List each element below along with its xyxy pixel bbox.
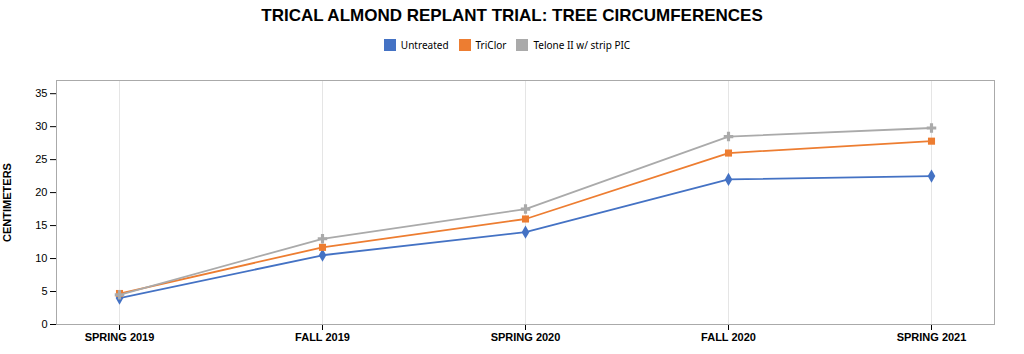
svg-text:20: 20: [35, 186, 47, 198]
svg-text:0: 0: [41, 318, 47, 330]
svg-text:15: 15: [35, 219, 47, 231]
svg-text:25: 25: [35, 153, 47, 165]
svg-text:SPRING 2020: SPRING 2020: [491, 331, 561, 343]
html-text:Untreated: Untreated: [400, 37, 449, 52]
svg-text:SPRING 2019: SPRING 2019: [85, 331, 155, 343]
svg-text:FALL 2019: FALL 2019: [295, 331, 350, 343]
svg-text:30: 30: [35, 120, 47, 132]
svg-text:5: 5: [41, 285, 47, 297]
html-text:Telone II w/ strip PIC: Telone II w/ strip PIC: [533, 37, 631, 52]
svg-text:CENTIMETERS: CENTIMETERS: [1, 163, 13, 242]
html-text:TriClor: TriClor: [475, 37, 507, 52]
svg-text:FALL 2020: FALL 2020: [701, 331, 756, 343]
svg-text:10: 10: [35, 252, 47, 264]
svg-text:35: 35: [35, 87, 47, 99]
html-text:TRICAL ALMOND REPLANT TRIAL: T: TRICAL ALMOND REPLANT TRIAL: TREE CIRCUM…: [261, 6, 763, 25]
svg-text:SPRING 2021: SPRING 2021: [897, 331, 967, 343]
